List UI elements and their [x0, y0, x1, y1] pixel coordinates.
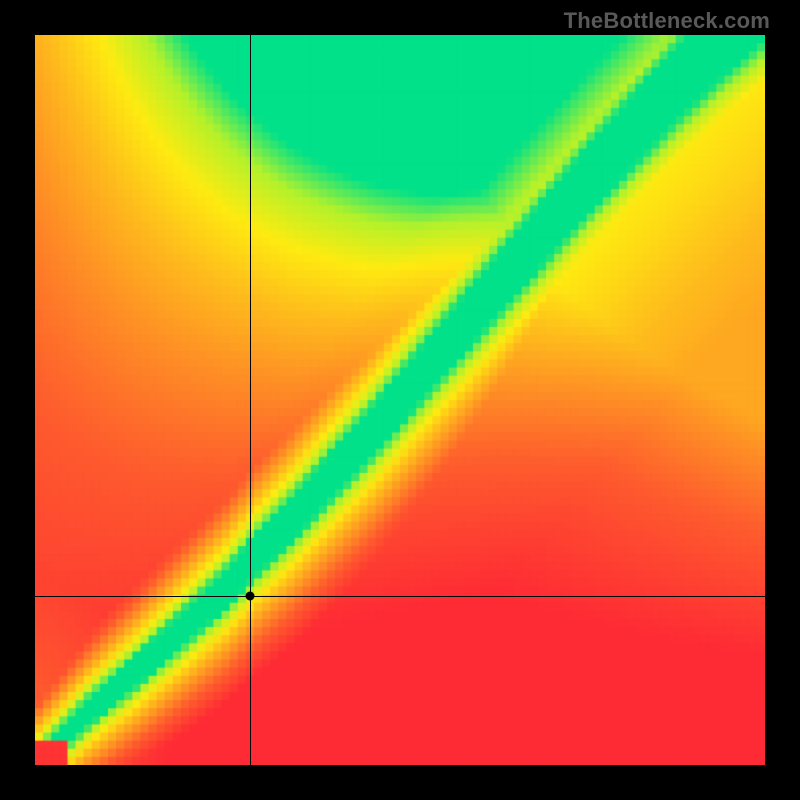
- heatmap-canvas: [35, 35, 765, 765]
- root: TheBottleneck.com: [0, 0, 800, 800]
- crosshair-horizontal: [35, 596, 765, 597]
- crosshair-dot: [246, 591, 255, 600]
- plot-area: [35, 35, 765, 765]
- watermark-text: TheBottleneck.com: [564, 8, 770, 34]
- crosshair-vertical: [250, 35, 251, 765]
